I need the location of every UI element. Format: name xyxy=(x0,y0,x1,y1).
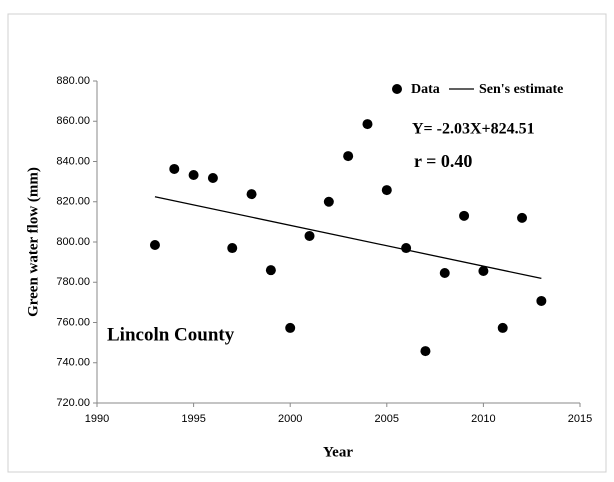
x-tick-label: 1995 xyxy=(181,413,205,425)
data-point xyxy=(401,243,412,254)
y-tick-label: 740.00 xyxy=(56,357,90,369)
legend-label: Data xyxy=(411,82,440,97)
data-point xyxy=(188,169,199,180)
data-point xyxy=(439,267,450,278)
data-point xyxy=(323,196,334,207)
data-point xyxy=(536,295,547,306)
data-point xyxy=(169,163,180,174)
x-tick-label: 2005 xyxy=(375,413,399,425)
data-point xyxy=(362,119,373,130)
data-point xyxy=(149,240,160,251)
y-tick-label: 860.00 xyxy=(56,115,90,127)
x-tick-label: 2010 xyxy=(471,413,495,425)
y-axis-label: Green water flow (mm) xyxy=(25,167,41,317)
data-point xyxy=(227,243,238,254)
y-tick-label: 760.00 xyxy=(56,316,90,328)
correlation: r = 0.40 xyxy=(414,151,472,171)
y-tick-label: 780.00 xyxy=(56,276,90,288)
y-tick-label: 880.00 xyxy=(56,75,90,87)
data-point xyxy=(246,189,257,200)
chart-frame xyxy=(7,13,607,473)
x-tick-label: 1990 xyxy=(85,413,109,425)
data-point xyxy=(207,173,218,184)
legend-marker xyxy=(392,84,402,94)
y-tick-label: 800.00 xyxy=(56,236,90,248)
x-axis-label: Year xyxy=(323,444,353,460)
data-point xyxy=(420,346,431,357)
x-tick-label: 2015 xyxy=(568,413,592,425)
trend-line xyxy=(154,196,542,280)
data-point xyxy=(285,322,296,333)
data-point xyxy=(343,151,354,162)
y-tick-label: 840.00 xyxy=(56,155,90,167)
data-point xyxy=(265,265,276,276)
data-point xyxy=(381,185,392,196)
equation: Y= -2.03X+824.51 xyxy=(412,121,535,138)
data-point xyxy=(517,212,528,223)
data-point xyxy=(478,265,489,276)
region-label: Lincoln County xyxy=(107,324,235,345)
data-point xyxy=(459,210,470,221)
data-point xyxy=(497,322,508,333)
y-tick-label: 720.00 xyxy=(56,397,90,409)
y-tick-label: 820.00 xyxy=(56,196,90,208)
x-tick-label: 2000 xyxy=(278,413,302,425)
data-point xyxy=(304,230,315,241)
legend-label: Sen's estimate xyxy=(479,82,563,97)
